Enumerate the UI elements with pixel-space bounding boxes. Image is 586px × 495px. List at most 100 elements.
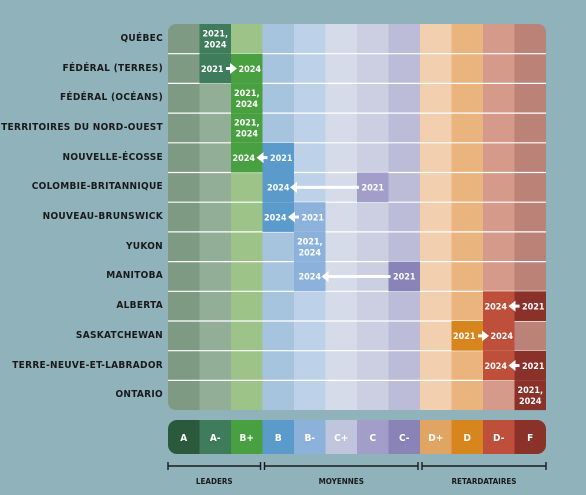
- marker-label-2021: 2021: [522, 362, 545, 372]
- row-label: SASKATCHEWAN: [75, 329, 163, 341]
- marker-label-2021: 2021: [301, 213, 324, 223]
- row-label: TERRITOIRES DU NORD-OUEST: [1, 121, 163, 133]
- row-label: QUÉBEC: [120, 32, 163, 44]
- row-label: NOUVELLE-ÉCOSSE: [62, 151, 163, 163]
- grade-legend: [168, 420, 546, 454]
- grade-column-D+: [420, 24, 453, 411]
- marker-label-2024: 2024: [490, 332, 513, 342]
- grade-marker-2021: [357, 172, 389, 203]
- grade-marker-2024: [294, 261, 326, 292]
- grade-legend-cell: [420, 420, 453, 454]
- marker-label-2024: 2024: [298, 273, 321, 283]
- grade-legend-cell: [483, 420, 516, 454]
- marker-label-2021: 2021,: [297, 237, 323, 247]
- grade-marker-2021: [514, 350, 546, 381]
- row-labels: QUÉBEC FÉDÉRAL (TERRES) FÉDÉRAL (OCÉANS) TE…: [0, 0, 163, 495]
- grade-marker-2024: [262, 172, 294, 203]
- marker-label-2024: 2024: [267, 184, 290, 194]
- row-label: TERRE-NEUVE-ET-LABRADOR: [12, 359, 163, 371]
- row-label: ONTARIO: [115, 389, 163, 401]
- marker-label-2021: 2021: [361, 184, 384, 194]
- marker-label-2024: 2024: [264, 213, 287, 223]
- grade-marker-both: [231, 113, 263, 143]
- grade-legend-cell: [231, 420, 264, 454]
- marker-label-2024: 2024: [204, 40, 227, 50]
- marker-label-2024: 2024: [235, 129, 258, 139]
- grade-marker-both: [231, 83, 263, 114]
- grade-label-C-: C-: [399, 433, 410, 444]
- grade-marker-2021: [262, 142, 294, 173]
- grade-label-D+: D+: [428, 433, 443, 444]
- grade-legend-cell: [168, 420, 201, 454]
- grade-legend-labels: A A- B+ B B- C+ C C- D+ D D- F: [180, 433, 533, 444]
- arrow-head: [321, 270, 329, 282]
- marker-label-2021: 2021: [201, 65, 224, 75]
- grade-column-C+: [325, 24, 358, 411]
- grade-marker-both: [199, 24, 231, 54]
- arrow-head: [230, 63, 237, 75]
- grade-label-C+: C+: [334, 433, 348, 444]
- grade-marker-2021: [388, 261, 420, 292]
- grade-marker-2021: [199, 53, 231, 84]
- marker-label-2021: 2021,: [202, 29, 228, 39]
- marker-label-2024: 2024: [519, 397, 542, 407]
- marker-label-2021: 2021: [453, 332, 476, 342]
- row-label: COLOMBIE-BRITANNIQUE: [31, 181, 163, 193]
- grade-label-C: C: [369, 433, 376, 444]
- marker-label-2024: 2024: [235, 100, 258, 110]
- grade-legend-cell: [451, 420, 484, 454]
- grade-marker-both: [514, 380, 546, 411]
- grade-label-B+: B+: [240, 433, 254, 444]
- arrow-head: [508, 300, 516, 312]
- row-label: FÉDÉRAL (TERRES): [62, 62, 163, 74]
- grade-marker-2021: [294, 202, 326, 232]
- marker-label-2021: 2021,: [234, 89, 260, 99]
- grade-column-C: [357, 24, 390, 411]
- arrow-head: [508, 360, 516, 372]
- marker-label-2024: 2024: [232, 154, 255, 164]
- arrow-head: [482, 330, 489, 342]
- grade-label-F: F: [527, 433, 533, 444]
- group-brackets: LEADERS MOYENNES RETARDATAIRES: [167, 462, 547, 486]
- arrow-head: [288, 211, 295, 223]
- grade-legend-cell: [294, 420, 327, 454]
- grade-label-B-: B-: [304, 433, 315, 444]
- marker-label-2024: 2024: [484, 302, 507, 312]
- grade-column-F: [514, 24, 546, 411]
- arrow-head: [290, 181, 297, 193]
- row-label: NOUVEAU-BRUNSWICK: [42, 211, 163, 223]
- marker-label-2021: 2021: [522, 302, 545, 312]
- row-label: FÉDÉRAL (OCÉANS): [59, 92, 163, 104]
- marker-label-2021: 2021,: [234, 118, 260, 128]
- grade-legend-cell: [514, 420, 546, 454]
- marker-label-2021: 2021: [270, 154, 293, 164]
- arrow-head: [256, 152, 264, 164]
- grade-column-D: [451, 24, 484, 411]
- grade-marker-2021: [514, 291, 546, 321]
- grade-column-A-: [199, 24, 232, 411]
- grade-legend-cell: [262, 420, 295, 454]
- marker-label-2021: 2021: [393, 273, 416, 283]
- grade-legend-cell: [199, 420, 232, 454]
- grade-label-D-: D-: [493, 433, 505, 444]
- marker-label-2024: 2024: [298, 248, 321, 258]
- grade-label-D: D: [464, 433, 471, 444]
- grade-column-A: [168, 24, 201, 411]
- grade-label-A-: A-: [210, 433, 221, 444]
- marker-label-2024: 2024: [484, 362, 507, 372]
- row-label: ALBERTA: [116, 300, 163, 312]
- grade-marker-both: [294, 231, 326, 262]
- group-label: LEADERS: [196, 477, 233, 486]
- row-label: YUKON: [125, 240, 163, 252]
- marker-label-2021: 2021,: [517, 386, 543, 396]
- group-label: MOYENNES: [319, 477, 364, 486]
- row-label: MANITOBA: [106, 270, 163, 282]
- grade-column-C-: [388, 24, 421, 411]
- grade-legend-cell: [357, 420, 390, 454]
- grade-legend-cell: [325, 420, 358, 454]
- grade-label-B: B: [275, 433, 282, 444]
- grade-marker-2021: [451, 321, 483, 351]
- marker-label-2024: 2024: [238, 65, 261, 75]
